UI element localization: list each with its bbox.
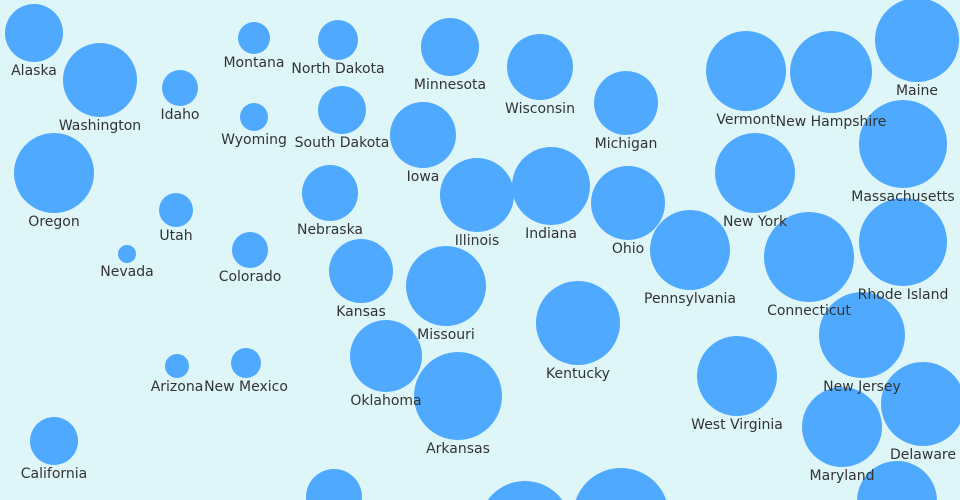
state-label: Utah	[159, 228, 192, 244]
state-label: Iowa	[407, 169, 440, 185]
state-bubble[interactable]	[306, 469, 363, 500]
state-bubble[interactable]	[512, 147, 590, 225]
state-bubble[interactable]	[715, 133, 795, 213]
state-label: West Virginia	[691, 417, 783, 433]
state-bubble[interactable]	[857, 461, 937, 500]
state-label: Idaho	[160, 107, 199, 123]
state-label: New Hampshire	[776, 114, 887, 130]
state-label: Illinois	[455, 233, 499, 249]
state-bubble[interactable]	[232, 232, 268, 268]
state-bubble[interactable]	[790, 31, 872, 113]
state-bubble[interactable]	[591, 166, 665, 240]
state-label: Montana	[223, 55, 284, 71]
state-bubble[interactable]	[350, 320, 422, 392]
state-label: Maryland	[810, 468, 875, 484]
state-label: Wyoming	[221, 132, 287, 148]
state-bubble[interactable]	[414, 352, 502, 440]
state-label: Kentucky	[546, 366, 610, 382]
state-bubble[interactable]	[329, 239, 393, 303]
state-label: North Dakota	[291, 61, 384, 77]
state-bubble[interactable]	[118, 245, 136, 263]
state-label: Oklahoma	[350, 393, 421, 409]
state-label: Ohio	[612, 241, 644, 257]
state-bubble[interactable]	[159, 193, 193, 227]
state-label: California	[21, 466, 87, 482]
state-label: Wisconsin	[505, 101, 575, 117]
state-bubble[interactable]	[819, 292, 905, 378]
state-bubble[interactable]	[238, 22, 270, 54]
state-label: Nevada	[100, 264, 153, 280]
state-bubble[interactable]	[390, 102, 456, 168]
state-bubble[interactable]	[650, 210, 730, 290]
state-bubble[interactable]	[302, 165, 358, 221]
state-label: Arizona	[151, 379, 204, 395]
state-bubble[interactable]	[30, 417, 78, 465]
state-bubble[interactable]	[487, 481, 563, 500]
state-label: Minnesota	[414, 77, 486, 93]
state-bubble[interactable]	[802, 387, 882, 467]
state-label: Oregon	[28, 214, 79, 230]
state-label: Delaware	[890, 447, 956, 463]
state-bubble[interactable]	[536, 281, 620, 365]
state-label: Washington	[59, 118, 141, 134]
state-label: New Mexico	[204, 379, 288, 395]
state-bubble[interactable]	[5, 4, 63, 62]
state-label: South Dakota	[295, 135, 390, 151]
state-label: New York	[723, 214, 788, 230]
state-label: Arkansas	[426, 441, 490, 457]
state-label: Massachusetts	[851, 189, 954, 205]
state-bubble[interactable]	[318, 20, 358, 60]
state-bubble[interactable]	[881, 362, 960, 446]
state-label: Rhode Island	[858, 287, 949, 303]
state-bubble[interactable]	[14, 133, 94, 213]
state-bubble[interactable]	[706, 31, 786, 111]
state-label: Nebraska	[297, 222, 363, 238]
state-label: Alaska	[11, 63, 57, 79]
state-label: Missouri	[417, 327, 475, 343]
state-bubble[interactable]	[507, 34, 573, 100]
state-label: Maine	[896, 83, 938, 99]
state-label: Vermont	[716, 112, 776, 128]
state-bubble[interactable]	[594, 71, 658, 135]
state-label: New Jersey	[823, 379, 901, 395]
state-label: Pennsylvania	[644, 291, 736, 307]
state-label: Colorado	[219, 269, 282, 285]
state-bubble[interactable]	[406, 246, 486, 326]
state-bubble[interactable]	[859, 100, 947, 188]
state-bubble[interactable]	[240, 103, 268, 131]
state-bubble[interactable]	[421, 18, 479, 76]
state-bubble[interactable]	[875, 0, 959, 82]
state-bubble[interactable]	[697, 336, 777, 416]
state-label: Indiana	[525, 226, 577, 242]
state-bubble[interactable]	[440, 158, 514, 232]
state-bubble[interactable]	[318, 86, 366, 134]
state-label: Connecticut	[767, 303, 851, 319]
state-bubble[interactable]	[162, 70, 198, 106]
state-label: Kansas	[336, 304, 386, 320]
state-bubble[interactable]	[764, 212, 854, 302]
state-bubble[interactable]	[231, 348, 261, 378]
state-bubble[interactable]	[63, 43, 137, 117]
state-bubble[interactable]	[165, 354, 189, 378]
state-bubble[interactable]	[575, 468, 667, 500]
state-bubble[interactable]	[859, 198, 947, 286]
state-label: Michigan	[595, 136, 658, 152]
